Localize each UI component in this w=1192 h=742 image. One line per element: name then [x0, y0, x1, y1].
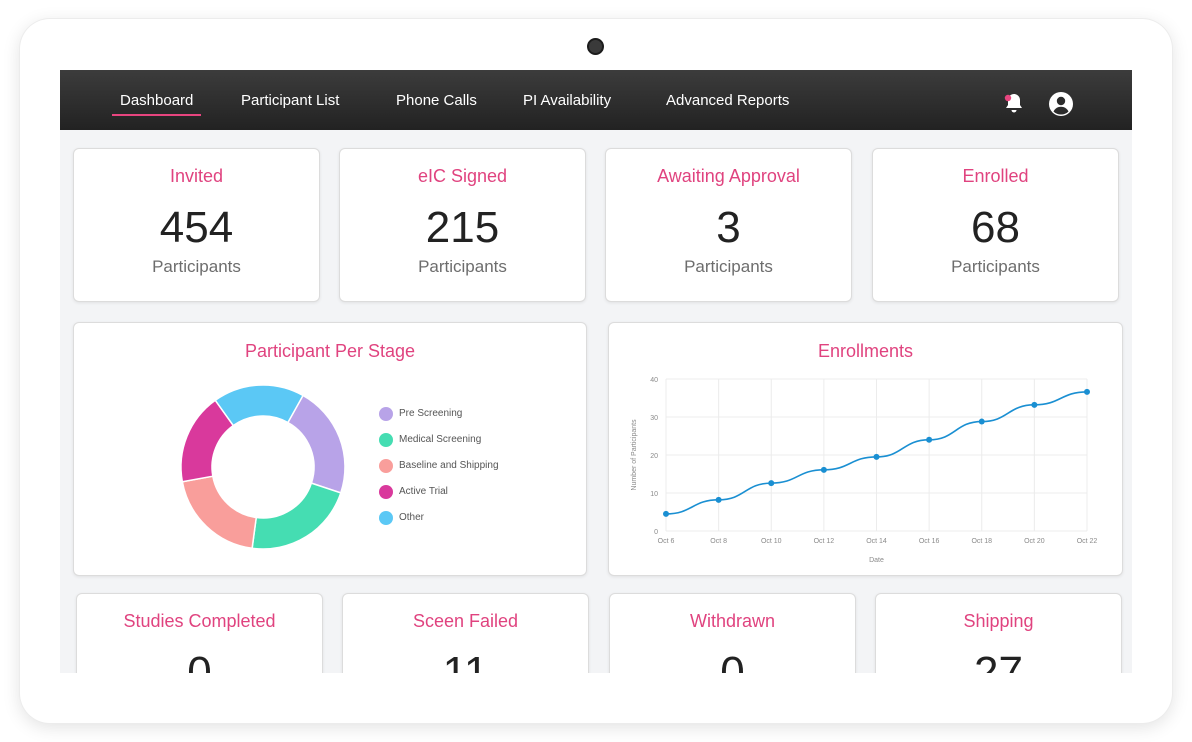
stat-title: eIC Signed	[417, 166, 508, 186]
legend-swatch	[379, 511, 393, 525]
x-tick-label: Oct 14	[866, 538, 887, 545]
stat-card-eic-signed[interactable]: eIC Signed 215 Participants	[339, 148, 586, 302]
bell-icon[interactable]	[1002, 91, 1026, 115]
donut-slice-pre-screening[interactable]	[286, 394, 346, 494]
stat-unit: Participants	[684, 257, 773, 276]
user-circle-icon[interactable]	[1048, 91, 1074, 117]
y-tick-label: 10	[650, 491, 658, 498]
enrollment-data-point[interactable]	[1031, 401, 1038, 408]
stat-card-awaiting-approval[interactable]: Awaiting Approval 3 Participants	[605, 148, 852, 302]
stat-value: 68	[971, 203, 1020, 252]
legend-swatch	[379, 433, 393, 447]
stat-card-enrolled[interactable]: Enrolled 68 Participants	[872, 148, 1119, 302]
stat-card-studies-completed[interactable]: Studies Completed 0	[76, 593, 323, 673]
legend-label: Baseline and Shipping	[399, 460, 499, 471]
x-tick-label: Oct 22	[1077, 538, 1098, 545]
stat-title: Shipping	[963, 611, 1034, 631]
stat-value: 11	[442, 648, 489, 673]
notification-dot	[1004, 94, 1012, 102]
legend-label: Active Trial	[399, 486, 448, 497]
stat-unit: Participants	[951, 257, 1040, 276]
enrollment-data-point[interactable]	[768, 480, 775, 487]
stat-value: 215	[425, 203, 500, 252]
enrollment-data-point[interactable]	[873, 453, 880, 460]
enrollment-data-point[interactable]	[820, 466, 827, 473]
stat-card-shipping[interactable]: Shipping 27	[875, 593, 1122, 673]
camera-dot	[587, 38, 604, 55]
legend-swatch	[379, 459, 393, 473]
enrollment-data-point[interactable]	[663, 510, 669, 517]
stat-value: 27	[974, 648, 1023, 673]
stat-card-withdrawn[interactable]: Withdrawn 0	[609, 593, 856, 673]
stat-card-invited[interactable]: Invited 454 Participants	[73, 148, 320, 302]
y-tick-label: 30	[650, 415, 658, 422]
stat-value: 0	[187, 648, 212, 673]
nav-pi-availability[interactable]: PI Availability	[523, 92, 612, 109]
enrollment-data-point[interactable]	[1084, 388, 1090, 395]
enrollment-data-point[interactable]	[715, 496, 722, 503]
x-tick-label: Oct 20	[1024, 538, 1045, 545]
donut-slice-other[interactable]	[214, 384, 305, 427]
y-tick-label: 40	[650, 377, 658, 384]
stat-title: Withdrawn	[689, 611, 776, 631]
x-tick-label: Oct 8	[710, 538, 727, 545]
x-tick-label: Oct 18	[971, 538, 992, 545]
x-tick-label: Oct 10	[761, 538, 782, 545]
top-navbar: Dashboard Participant List Phone Calls P…	[60, 70, 1132, 130]
stat-title: Sceen Failed	[412, 611, 519, 631]
stat-title: Enrolled	[962, 166, 1029, 186]
x-tick-label: Oct 12	[814, 538, 835, 545]
stat-value: 454	[159, 203, 234, 252]
nav-dashboard[interactable]: Dashboard	[111, 92, 202, 116]
stat-unit: Participants	[152, 257, 241, 276]
legend-label: Medical Screening	[399, 434, 482, 445]
stat-title: Awaiting Approval	[657, 166, 800, 186]
x-tick-label: Oct 6	[658, 538, 675, 545]
stat-value: 0	[720, 648, 745, 673]
legend-swatch	[379, 485, 393, 499]
app-screen: Dashboard Participant List Phone Calls P…	[60, 70, 1132, 673]
stage-chart-card: Participant Per Stage Pre Screening Medic…	[73, 322, 587, 576]
nav-advanced-reports[interactable]: Advanced Reports	[666, 92, 790, 109]
stat-card-screen-failed[interactable]: Sceen Failed 11	[342, 593, 589, 673]
y-tick-label: 0	[654, 529, 658, 536]
y-tick-label: 20	[650, 453, 658, 460]
enrollment-chart-card: Enrollments 0 10 20 30 40 Oct 6 Oct 8 Oct 10 Oct…	[608, 322, 1123, 576]
donut-slice-medical-screening[interactable]	[251, 482, 342, 550]
legend-label: Pre Screening	[399, 408, 463, 419]
stage-chart-title: Participant Per Stage	[244, 341, 416, 361]
x-axis-label: Date	[869, 557, 884, 564]
y-axis-label: Number of Participants	[631, 419, 638, 491]
stat-value: 3	[716, 203, 741, 252]
legend-swatch	[379, 407, 393, 421]
enrollment-chart-title: Enrollments	[817, 341, 914, 361]
nav-participant-list[interactable]: Participant List	[241, 92, 340, 109]
x-tick-label: Oct 16	[919, 538, 940, 545]
stage-donut-chart	[180, 384, 346, 550]
enrollment-data-point[interactable]	[978, 418, 985, 425]
stat-title: Studies Completed	[123, 611, 276, 631]
stat-title: Invited	[169, 166, 224, 186]
enrollment-data-point[interactable]	[926, 436, 933, 443]
donut-slice-baseline-and-shipping[interactable]	[181, 475, 258, 550]
enrollment-line-chart: 0 10 20 30 40 Oct 6 Oct 8 Oct 10 Oct 12 Oct 14 Oct…	[631, 377, 1098, 564]
stat-unit: Participants	[418, 257, 507, 276]
legend-label: Other	[399, 512, 425, 523]
nav-phone-calls[interactable]: Phone Calls	[396, 92, 477, 109]
